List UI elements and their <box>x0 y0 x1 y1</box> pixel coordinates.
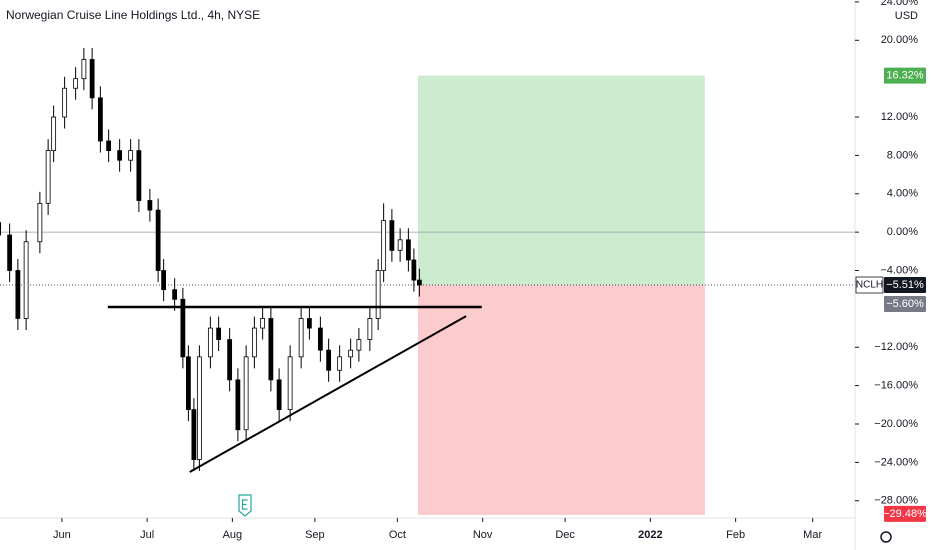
symbol-box <box>855 276 884 294</box>
candle-body <box>348 349 354 358</box>
candle-body <box>180 298 186 358</box>
candle-body <box>367 318 373 340</box>
earnings-icon-letter <box>241 499 248 510</box>
candle-body <box>260 318 266 329</box>
candle-body <box>356 339 362 351</box>
y-tick-label: 20.00% <box>881 34 919 46</box>
y-tick-label: 24.00% <box>881 0 919 8</box>
candle-body <box>51 116 57 152</box>
candle-body <box>136 150 142 201</box>
candle-body <box>397 239 403 251</box>
candle-body <box>317 327 323 351</box>
candle-body <box>7 234 13 271</box>
candle-body <box>411 259 417 281</box>
x-tick-label: Feb <box>726 529 745 541</box>
y-axis-bg <box>855 0 932 550</box>
stop-label: −29.48% <box>883 508 927 520</box>
y-tick-label: −4.00% <box>880 264 918 276</box>
candle-body <box>147 200 153 211</box>
x-tick-label: Mar <box>803 529 822 541</box>
candle-body <box>298 318 304 358</box>
candle-body <box>337 356 343 371</box>
candle-body <box>287 356 293 411</box>
symbol-label: NCLH <box>856 280 883 291</box>
candle-body <box>97 97 103 142</box>
y-tick-label: 4.00% <box>887 188 918 200</box>
profit-zone <box>418 75 705 285</box>
y-tick-label: −16.00% <box>874 380 918 392</box>
x-tick-label: Sep <box>305 529 325 541</box>
candle-body <box>0 222 2 236</box>
x-tick-label: Aug <box>223 529 243 541</box>
candle-body <box>191 409 197 460</box>
y-tick-label: 0.00% <box>887 226 918 238</box>
y-tick-label: 8.00% <box>887 149 918 161</box>
candle-body <box>268 318 274 381</box>
y-tick-label: −24.00% <box>874 456 918 468</box>
y-tick-label: −20.00% <box>874 418 918 430</box>
candle-body <box>196 356 202 460</box>
candle-body <box>207 327 213 358</box>
candle-body <box>216 327 222 340</box>
candle-body <box>37 202 43 243</box>
line-price-label: −5.60% <box>886 298 924 310</box>
candle-body <box>161 270 167 291</box>
entry-label-box <box>884 276 926 293</box>
candle-body <box>73 78 79 89</box>
candle-body <box>416 279 422 286</box>
candle-body <box>81 59 87 80</box>
chart-title: Norwegian Cruise Line Holdings Ltd., 4h,… <box>6 8 260 22</box>
candle-body <box>45 150 51 204</box>
candle-body <box>243 356 249 431</box>
candle-body <box>23 241 29 319</box>
candle-body <box>389 220 395 251</box>
candle-body <box>375 270 381 319</box>
candle-body <box>106 140 112 152</box>
candle-body <box>276 379 282 411</box>
candle-body <box>155 209 161 271</box>
stop-label-box <box>884 505 926 522</box>
candle-body <box>235 379 241 431</box>
candle-body <box>306 318 312 329</box>
line-price-label-box <box>884 295 926 312</box>
x-tick-label: 2022 <box>638 529 662 541</box>
currency-label: USD <box>895 10 918 22</box>
candle-body <box>381 220 387 271</box>
x-tick-label: Oct <box>389 529 406 541</box>
target-label-box <box>884 67 926 84</box>
candle-body <box>185 356 191 411</box>
y-tick-label: −12.00% <box>874 341 918 353</box>
candle-body <box>89 59 95 99</box>
candle-body <box>405 239 411 261</box>
settings-icon <box>880 531 892 543</box>
entry-label: −5.51% <box>886 279 924 291</box>
x-tick-label: Jul <box>140 529 154 541</box>
y-tick-label: −28.00% <box>874 495 918 507</box>
candle-body <box>227 339 233 381</box>
x-tick-label: Nov <box>473 529 493 541</box>
earnings-icon-shape <box>238 494 252 517</box>
candle-body <box>15 270 21 319</box>
candle-body <box>117 150 123 161</box>
x-tick-label: Dec <box>555 529 575 541</box>
candle-body <box>326 349 332 371</box>
earnings-icon <box>238 494 252 517</box>
candle-body <box>172 289 178 300</box>
loss-zone <box>418 284 705 515</box>
target-label: 16.32% <box>886 69 924 81</box>
candle-body <box>251 327 257 358</box>
candle-body <box>62 87 68 118</box>
y-tick-label: 12.00% <box>881 111 919 123</box>
x-tick-label: Jun <box>53 529 71 541</box>
trend-line <box>189 315 467 473</box>
candle-body <box>128 150 134 161</box>
